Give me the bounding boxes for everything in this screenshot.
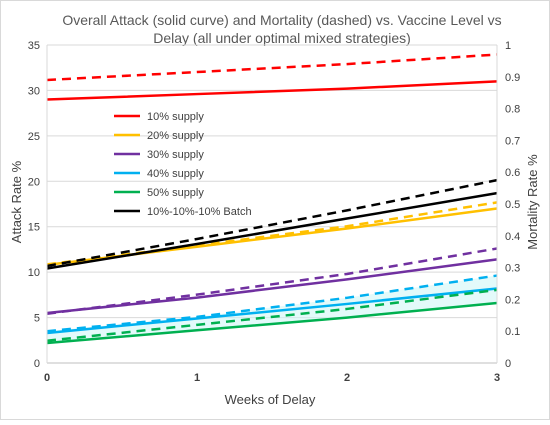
y2-tick-label: 0.8	[505, 104, 520, 116]
confidence-band	[47, 275, 497, 344]
x-tick-label: 0	[44, 372, 50, 384]
x-tick-label: 3	[494, 372, 500, 384]
y2-tick-label: 0.9	[505, 72, 520, 84]
y2-tick-label: 1	[505, 40, 511, 52]
y2-tick-label: 0.5	[505, 199, 520, 211]
y-tick-label: 10	[28, 267, 40, 279]
axes: 0510152025303500.10.20.30.40.50.60.70.80…	[28, 40, 521, 384]
y-tick-label: 30	[28, 85, 40, 97]
legend-label-series-5: 50% supply	[147, 187, 204, 199]
y2-tick-label: 0.2	[505, 294, 520, 306]
attack-line-series-6	[46, 191, 498, 270]
y-tick-label: 5	[34, 313, 40, 325]
mortality-line-series-1	[46, 53, 498, 82]
legend: 10% supply 20% supply 30% supply 40% supply…	[114, 111, 252, 218]
legend-label-series-6: 10%-10%-10% Batch	[147, 206, 252, 218]
chart-title-line-1: Overall Attack (solid curve) and Mortali…	[62, 12, 501, 28]
y-tick-label: 25	[28, 131, 40, 143]
uncertainty-band	[47, 275, 497, 344]
legend-label-series-3: 30% supply	[147, 149, 204, 161]
y2-axis-title: Mortality Rate %	[525, 154, 540, 250]
mortality-line-series-3	[46, 247, 498, 315]
mortality-line-series-2	[46, 201, 498, 266]
attack-line-series-4	[46, 287, 498, 335]
mortality-line-series-6	[46, 178, 498, 268]
y2-tick-label: 0	[505, 358, 511, 370]
y-tick-label: 20	[28, 176, 40, 188]
chart-title-line-2: Delay (all under optimal mixed strategie…	[153, 30, 411, 46]
legend-label-series-1: 10% supply	[147, 111, 204, 123]
x-tick-label: 2	[344, 372, 350, 384]
y-tick-label: 15	[28, 222, 40, 234]
series-lines	[46, 53, 498, 345]
mortality-line-series-4	[46, 274, 498, 333]
attack-line-series-5	[46, 301, 498, 345]
legend-label-series-4: 40% supply	[147, 168, 204, 180]
attack-line-series-1	[46, 80, 498, 101]
y-axis-title: Attack Rate %	[9, 160, 24, 243]
mortality-line-series-5	[46, 288, 498, 342]
y2-tick-label: 0.1	[505, 326, 520, 338]
y2-tick-label: 0.6	[505, 167, 520, 179]
legend-label-series-2: 20% supply	[147, 130, 204, 142]
y2-tick-label: 0.3	[505, 263, 520, 275]
y-tick-label: 0	[34, 358, 40, 370]
y-tick-label: 35	[28, 40, 40, 52]
y2-tick-label: 0.4	[505, 231, 520, 243]
x-tick-label: 1	[194, 372, 200, 384]
x-axis-title: Weeks of Delay	[225, 392, 316, 407]
y2-tick-label: 0.7	[505, 135, 520, 147]
